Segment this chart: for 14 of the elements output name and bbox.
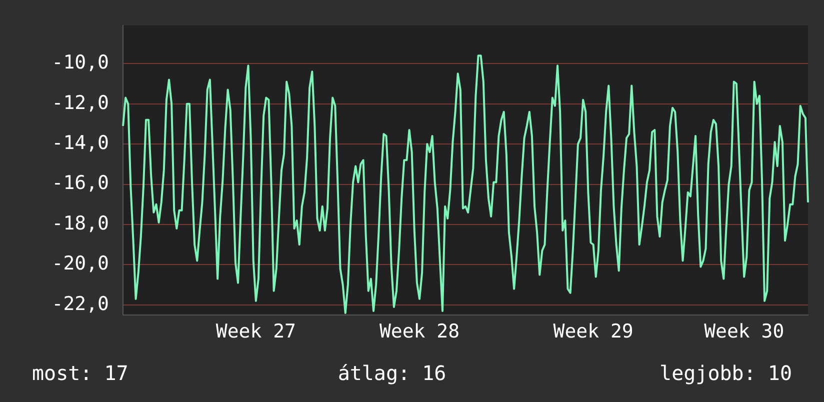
x-tick-label: Week 30 [704, 320, 784, 342]
text: legjobb: 10 [660, 361, 792, 386]
y-tick-label: -16,0 [52, 172, 109, 194]
x-tick-label: Week 29 [553, 320, 634, 342]
y-tick-label: -20,0 [52, 252, 109, 275]
text: most: 17 [32, 361, 128, 386]
y-tick-label: -22,0 [52, 292, 109, 315]
y-tick-label: -12,0 [52, 92, 109, 114]
x-tick-label: Week 28 [379, 320, 460, 342]
y-tick-label: -10,0 [52, 52, 109, 74]
y-tick-label: -18,0 [52, 212, 109, 234]
text: átlag: 16 [338, 361, 446, 386]
x-tick-label: Week 27 [216, 320, 296, 342]
y-tick-label: -14,0 [52, 132, 109, 154]
